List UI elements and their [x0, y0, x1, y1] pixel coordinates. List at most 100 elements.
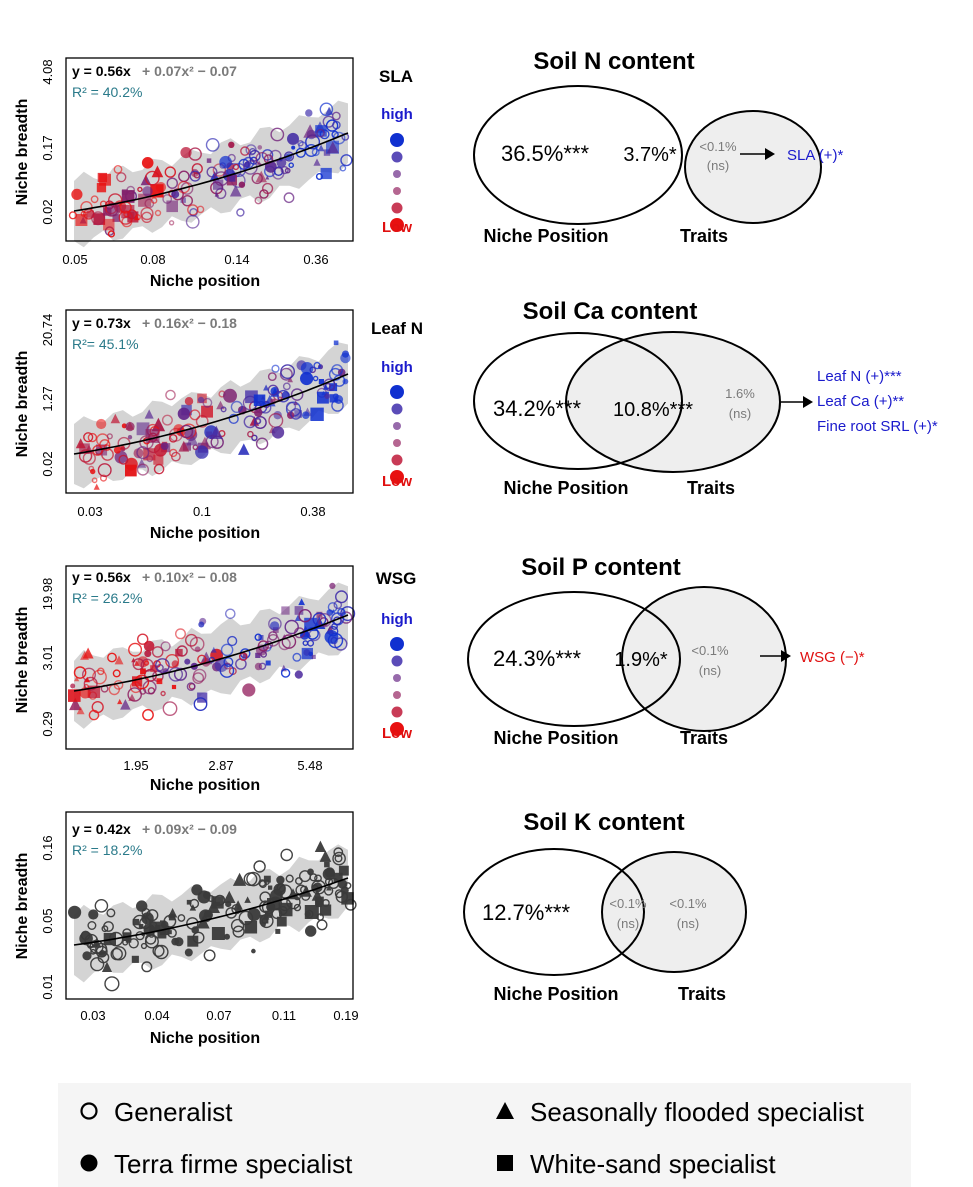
data-point-generalist	[128, 642, 143, 657]
data-point-generalist	[238, 910, 254, 926]
data-point-white-sand	[270, 398, 276, 404]
data-point-generalist	[156, 663, 164, 672]
venn-overlap-value: 3.7%*	[623, 144, 677, 166]
data-point-generalist	[168, 667, 183, 682]
x-tick: 0.36	[303, 252, 328, 267]
data-point-seasonally-flooded	[91, 937, 102, 948]
data-point-generalist	[154, 944, 169, 960]
data-point-generalist	[282, 382, 291, 391]
data-point-seasonally-flooded	[282, 634, 287, 639]
data-point-terra-firme	[254, 408, 263, 417]
data-point-white-sand	[182, 442, 191, 451]
data-point-generalist	[68, 211, 78, 220]
data-point-terra-firme	[291, 145, 296, 150]
data-point-seasonally-flooded	[101, 961, 113, 972]
data-point-generalist	[195, 414, 209, 428]
data-point-white-sand	[132, 676, 143, 687]
data-point-generalist	[78, 449, 93, 463]
data-point-generalist	[87, 432, 98, 443]
data-point-generalist	[189, 409, 201, 421]
data-point-generalist	[162, 701, 178, 717]
data-point-generalist	[165, 389, 176, 401]
data-point-generalist	[187, 204, 199, 216]
data-point-seasonally-flooded	[323, 384, 329, 390]
plot-area	[68, 100, 353, 248]
scatter-svg-k: y = 0.42x + 0.09x² − 0.09 R² = 18.2% Nic…	[14, 811, 359, 1047]
trait-label: WSG	[376, 569, 417, 588]
data-point-terra-firme	[133, 448, 144, 459]
data-point-seasonally-flooded	[265, 175, 270, 180]
data-point-white-sand	[131, 955, 139, 963]
data-point-generalist	[277, 389, 290, 403]
data-point-generalist	[311, 148, 320, 157]
data-point-white-sand	[333, 340, 339, 346]
y-tick: 20.74	[40, 314, 55, 347]
data-point-generalist	[154, 658, 170, 673]
effect-item: Leaf N (+)***	[817, 368, 902, 385]
data-point-seasonally-flooded	[232, 872, 247, 886]
data-point-white-sand	[112, 214, 121, 222]
venn-soil-n: Soil N content 36.5%*** 3.7%* <0.1% (ns)…	[440, 40, 973, 295]
venn-right-value: <0.1%	[699, 139, 737, 154]
data-point-generalist	[298, 608, 312, 623]
data-point-generalist	[280, 848, 294, 862]
data-point-generalist	[280, 364, 295, 380]
fit-line	[73, 877, 349, 946]
venn-overlap-sig: (ns)	[617, 916, 639, 931]
data-point-white-sand	[310, 407, 324, 421]
scatter-panel-k: y = 0.42x + 0.09x² − 0.09 R² = 18.2% Nic…	[0, 800, 440, 1055]
data-point-generalist	[317, 612, 332, 628]
data-point-generalist	[339, 164, 347, 172]
data-point-white-sand	[187, 935, 199, 947]
data-point-terra-firme	[160, 920, 169, 929]
data-point-terra-firme	[324, 393, 330, 399]
data-point-terra-firme	[68, 905, 82, 919]
y-ticks: 20.74 1.27 0.02	[40, 314, 55, 477]
data-point-white-sand	[132, 918, 140, 926]
data-point-generalist	[220, 643, 234, 657]
x-tick: 1.95	[123, 758, 148, 773]
y-tick: 0.29	[40, 711, 55, 736]
data-point-terra-firme	[82, 951, 92, 961]
data-point-generalist	[110, 947, 123, 961]
color-scale-dot	[390, 133, 404, 147]
venn-left-value: 24.3%***	[493, 646, 582, 671]
data-point-white-sand	[338, 865, 349, 876]
color-scale-dot	[393, 170, 401, 178]
data-point-seasonally-flooded	[133, 214, 140, 221]
data-point-generalist	[189, 636, 205, 652]
data-point-generalist	[236, 208, 245, 217]
venn-soil-p: Soil P content 24.3%*** 1.9%* <0.1% (ns)…	[440, 548, 973, 803]
data-point-white-sand	[86, 210, 94, 218]
data-point-generalist	[181, 194, 194, 207]
venn-svg-soil-ca: Soil Ca content 34.2%*** 10.8%*** 1.6% (…	[473, 298, 938, 498]
data-point-generalist	[290, 388, 304, 401]
data-point-generalist	[292, 652, 302, 662]
data-point-white-sand	[180, 197, 186, 203]
data-point-generalist	[254, 196, 263, 205]
data-point-white-sand	[167, 930, 172, 935]
data-point-generalist	[145, 933, 157, 945]
venn-left-label: Niche Position	[493, 728, 618, 748]
data-point-generalist	[168, 433, 178, 443]
data-point-white-sand	[215, 901, 221, 907]
data-point-terra-firme	[266, 902, 275, 912]
venn-right-sig: (ns)	[699, 663, 721, 678]
data-point-generalist	[91, 477, 98, 484]
data-point-white-sand	[186, 899, 192, 905]
y-axis-label: Niche breadth	[14, 99, 31, 206]
data-point-terra-firme	[270, 621, 280, 631]
data-point-terra-firme	[160, 442, 169, 450]
data-point-white-sand	[125, 464, 137, 477]
x-tick: 0.04	[144, 1008, 169, 1023]
venn-overlap-value: 1.9%*	[614, 649, 668, 671]
data-point-generalist	[101, 925, 109, 933]
venn-soil-ca: Soil Ca content 34.2%*** 10.8%*** 1.6% (…	[440, 292, 973, 547]
data-point-seasonally-flooded	[326, 885, 332, 891]
scale-high-label: high	[381, 611, 413, 628]
data-point-generalist	[285, 874, 294, 883]
data-point-generalist	[97, 463, 112, 478]
data-point-generalist	[94, 899, 109, 913]
venn-left-value: 12.7%***	[482, 900, 571, 925]
data-point-generalist	[344, 898, 357, 911]
